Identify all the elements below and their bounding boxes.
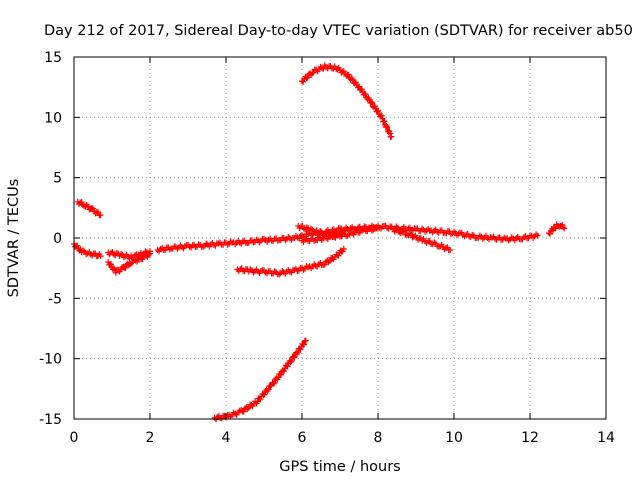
y-tick-label: 10 — [44, 110, 62, 126]
data-point — [254, 398, 261, 405]
data-point — [348, 75, 355, 82]
data-point — [245, 404, 252, 411]
data-point — [406, 230, 413, 237]
data-point — [261, 391, 268, 398]
x-axis-label: GPS time / hours — [279, 459, 400, 475]
data-point — [257, 396, 264, 403]
data-point — [375, 107, 382, 114]
data-point — [110, 265, 117, 272]
data-point — [318, 64, 325, 71]
series-arc-top — [299, 62, 395, 140]
series-tail — [546, 221, 568, 237]
data-point — [369, 99, 376, 106]
data-point — [78, 199, 85, 206]
data-point — [147, 248, 153, 255]
axis-ticks: 0 2 4 6 8 10 12 14 -15 -10 -5 0 5 10 15 — [39, 50, 615, 446]
series-band-main — [154, 222, 541, 255]
data-point — [368, 98, 375, 105]
data-point — [108, 261, 115, 268]
data-point — [244, 405, 251, 412]
x-tick-label: 12 — [521, 430, 539, 446]
y-tick-label: 0 — [53, 231, 62, 247]
data-point — [321, 261, 328, 268]
chart-title: Day 212 of 2017, Sidereal Day-to-day VTE… — [44, 23, 633, 39]
x-tick-label: 14 — [597, 430, 615, 446]
series-arc-mid — [234, 245, 347, 278]
data-point — [417, 234, 424, 241]
data-point — [294, 349, 301, 356]
x-tick-label: 2 — [146, 430, 155, 446]
data-point — [349, 76, 356, 83]
data-point — [561, 225, 568, 232]
series-band-high — [295, 222, 347, 240]
data-point — [326, 258, 333, 265]
x-tick-label: 0 — [70, 430, 79, 446]
data-point — [358, 86, 365, 93]
y-tick-label: 15 — [44, 50, 62, 66]
data-point — [88, 204, 95, 211]
data-point — [301, 341, 308, 348]
data-point — [271, 379, 278, 386]
plot-area — [71, 62, 568, 423]
data-point — [381, 118, 388, 125]
data-point — [410, 233, 417, 240]
data-point — [384, 124, 391, 131]
data-point — [340, 228, 347, 235]
grid — [74, 57, 606, 419]
series-arc-early — [71, 241, 104, 260]
x-tick-label: 6 — [298, 430, 307, 446]
data-point — [388, 133, 395, 140]
data-point — [302, 337, 309, 344]
data-point — [340, 68, 347, 75]
y-tick-label: -15 — [39, 412, 62, 428]
data-point — [447, 247, 454, 254]
series-arc-1h-b — [105, 248, 153, 262]
series-arc-start — [74, 198, 104, 219]
data-point — [265, 386, 272, 393]
data-point — [375, 225, 381, 232]
data-point — [74, 242, 81, 249]
data-point — [287, 359, 294, 366]
data-point — [240, 408, 247, 415]
data-point — [97, 253, 104, 260]
data-point — [356, 83, 362, 90]
data-point — [304, 74, 311, 81]
data-point — [340, 245, 347, 252]
series-branch-descend — [390, 226, 454, 254]
data-point — [97, 212, 104, 219]
data-point — [300, 78, 307, 85]
x-tick-label: 8 — [374, 430, 383, 446]
data-point — [284, 363, 291, 370]
data-point — [325, 259, 332, 266]
data-point — [288, 358, 295, 365]
data-point — [345, 71, 352, 78]
data-point — [77, 246, 84, 253]
data-point — [278, 371, 285, 378]
data-point — [297, 346, 304, 353]
data-point — [362, 91, 369, 98]
data-point — [560, 224, 567, 231]
data-point — [291, 354, 298, 361]
y-axis-label: SDTVAR / TECUs — [6, 179, 22, 298]
data-point — [546, 230, 553, 237]
x-tick-label: 10 — [445, 430, 463, 446]
data-point — [122, 264, 129, 271]
data-point — [90, 205, 96, 212]
data-point — [534, 232, 541, 239]
data-point — [378, 112, 385, 119]
y-tick-label: -5 — [48, 291, 62, 307]
data-point — [270, 380, 277, 387]
x-tick-label: 4 — [222, 430, 231, 446]
data-point — [386, 130, 393, 137]
y-tick-label: -10 — [39, 352, 62, 368]
y-tick-label: 5 — [53, 171, 62, 187]
data-point — [383, 122, 390, 129]
data-point — [335, 252, 342, 259]
